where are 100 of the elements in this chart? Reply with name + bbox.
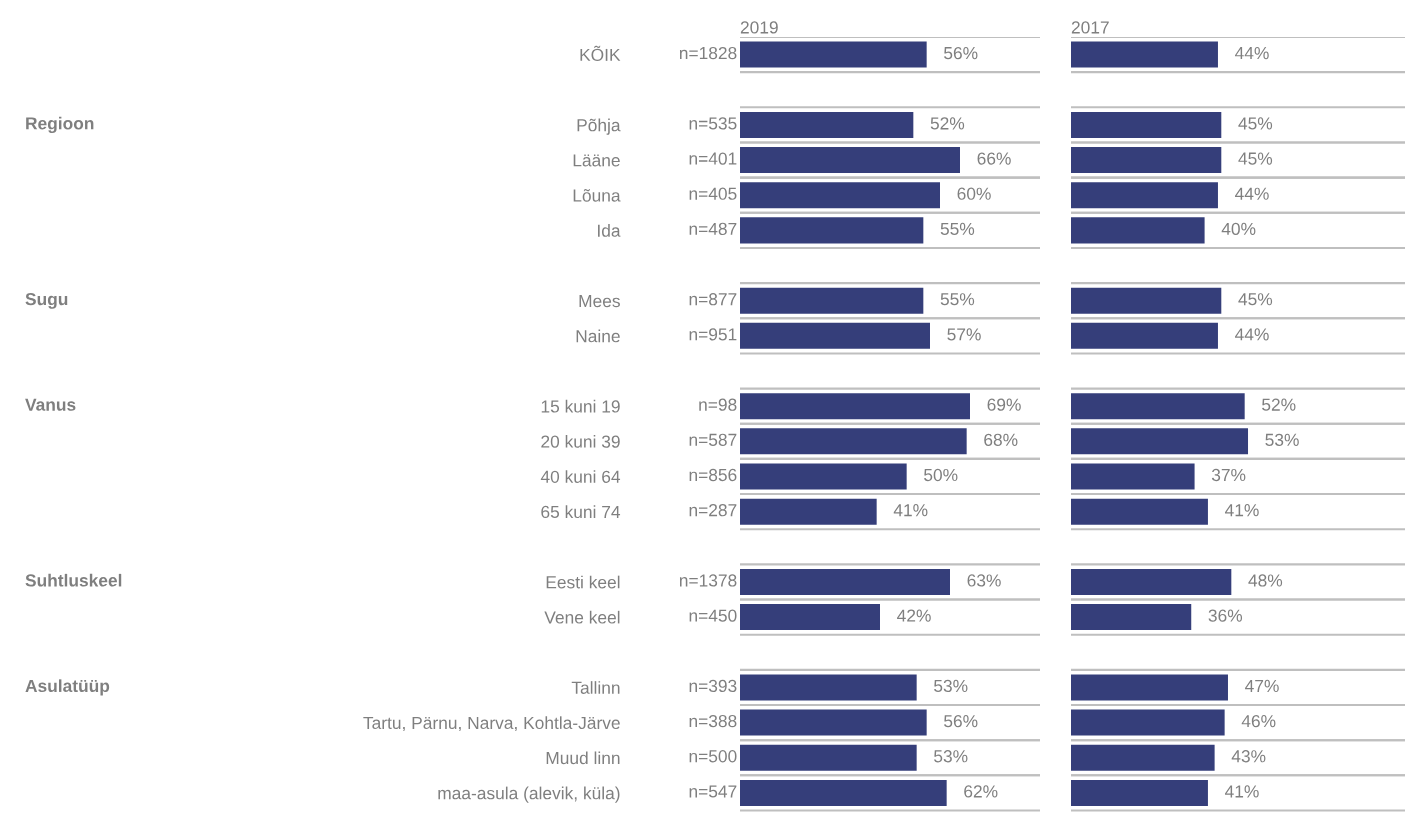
bar <box>740 111 914 138</box>
bar <box>740 428 967 455</box>
bar <box>1071 182 1218 209</box>
data-label: 57% <box>947 328 981 341</box>
bar <box>1071 41 1218 68</box>
data-label: 41% <box>1225 504 1259 517</box>
text: Suhtluskeel <box>25 573 122 587</box>
text: n=401 <box>689 152 737 165</box>
data-label: 45% <box>1238 293 1273 306</box>
data-label: 56% <box>944 46 978 60</box>
text: n=388 <box>689 714 737 728</box>
data-label: 62% <box>964 785 998 798</box>
bar <box>1071 744 1215 771</box>
chart-title: 2017 <box>1071 21 1109 34</box>
data-label: 56% <box>944 714 978 728</box>
bar <box>1071 287 1222 314</box>
bar <box>740 568 950 595</box>
y-tick-label: Mees <box>579 295 620 308</box>
text: Sugu <box>25 292 68 309</box>
bar <box>740 709 927 736</box>
y-tick-label: Lõuna <box>573 189 621 202</box>
bar <box>740 463 907 490</box>
text: n=287 <box>689 504 737 517</box>
bar <box>1071 111 1222 138</box>
data-label: 53% <box>934 750 968 763</box>
data-label: 47% <box>1245 679 1279 693</box>
text: n=450 <box>689 609 737 622</box>
y-tick-label: maa-asula (alevik, küla) <box>438 786 620 803</box>
text: n=98 <box>699 398 737 411</box>
text: n=535 <box>689 117 737 130</box>
data-label: 44% <box>1235 328 1269 341</box>
bar <box>740 322 930 349</box>
data-label: 41% <box>1225 785 1259 798</box>
text: n=1378 <box>679 574 737 587</box>
bar <box>1071 322 1218 349</box>
bar <box>1071 709 1225 736</box>
y-tick-label: Tartu, Pärnu, Narva, Kohtla-Järve <box>363 716 620 732</box>
bar <box>1071 604 1192 631</box>
bar <box>1071 147 1222 174</box>
y-tick-label: 15 kuni 19 <box>541 399 620 413</box>
text: n=487 <box>689 222 737 236</box>
data-label: 46% <box>1241 714 1276 728</box>
data-label: 40% <box>1221 222 1256 236</box>
data-label: 48% <box>1248 574 1283 587</box>
y-tick-label: 65 kuni 74 <box>541 505 621 519</box>
y-tick-label: Ida <box>598 224 621 237</box>
bar <box>740 182 940 209</box>
bar <box>740 147 960 174</box>
bar <box>740 41 927 68</box>
text: n=393 <box>689 679 737 693</box>
y-tick-label: Lääne <box>573 154 620 167</box>
bar <box>740 498 877 525</box>
data-label: 50% <box>924 468 958 482</box>
data-label: 60% <box>957 187 991 200</box>
data-label: 63% <box>967 574 1001 587</box>
text: Vanus <box>25 398 76 411</box>
bar <box>1071 568 1232 595</box>
y-tick-label: Tallinn <box>571 681 620 694</box>
data-label: 41% <box>893 504 928 517</box>
text: n=587 <box>689 433 737 446</box>
bar <box>740 674 917 701</box>
text: n=547 <box>689 785 737 798</box>
data-label: 69% <box>987 398 1021 411</box>
bar <box>1071 674 1228 701</box>
data-label: 55% <box>940 222 975 236</box>
bar <box>740 744 917 771</box>
y-tick-label: Põhja <box>577 118 621 135</box>
data-label: 68% <box>984 433 1018 446</box>
y-tick-label: 40 kuni 64 <box>540 470 621 483</box>
bar <box>1071 779 1208 806</box>
data-label: 36% <box>1208 609 1243 622</box>
data-label: 53% <box>1265 433 1299 446</box>
text: n=500 <box>689 750 737 763</box>
bar <box>740 604 880 631</box>
bar <box>1071 463 1195 490</box>
y-tick-label: Vene keel <box>544 610 620 624</box>
text: n=1828 <box>679 46 737 60</box>
data-label: 45% <box>1238 152 1273 165</box>
bar <box>740 779 947 806</box>
data-label: 52% <box>1262 398 1296 411</box>
data-label: 44% <box>1235 187 1269 200</box>
data-label: 45% <box>1238 117 1273 130</box>
bar <box>1071 498 1208 525</box>
y-tick-label: Naine <box>576 329 620 343</box>
data-label: 37% <box>1211 468 1246 482</box>
y-tick-label: KÕIK <box>580 45 621 62</box>
bar <box>740 393 970 420</box>
text: Asulatüüp <box>25 679 110 696</box>
bar <box>740 287 924 314</box>
data-label: 43% <box>1231 750 1266 763</box>
bar <box>740 217 924 244</box>
text: Regioon <box>26 116 94 134</box>
data-label: 66% <box>977 152 1011 165</box>
y-tick-label: 20 kuni 39 <box>541 435 620 448</box>
text: n=951 <box>689 328 737 341</box>
y-tick-label: Muud linn <box>546 751 620 765</box>
text: n=405 <box>689 187 737 200</box>
bar <box>1071 217 1205 244</box>
bar <box>1071 393 1245 420</box>
data-label: 52% <box>930 117 965 130</box>
